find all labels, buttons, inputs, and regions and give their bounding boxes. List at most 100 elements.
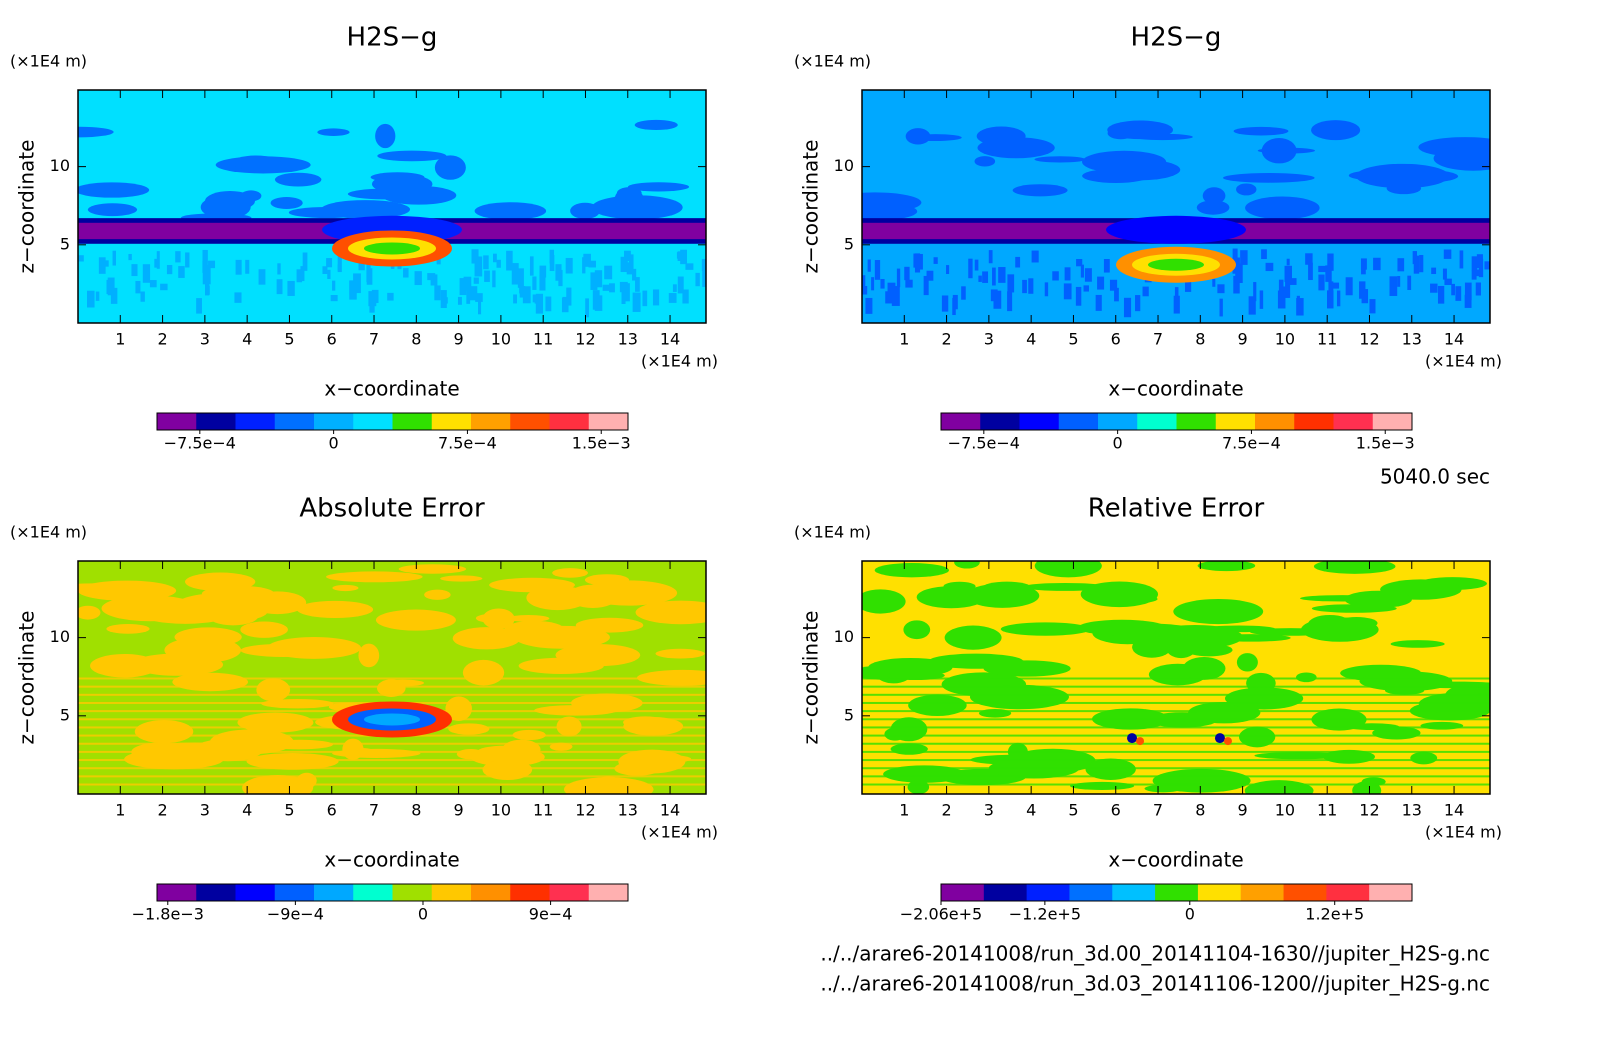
field-stripe <box>862 718 1490 721</box>
field-stripe <box>1430 283 1438 293</box>
field-stripe <box>1318 274 1325 291</box>
field-stripe <box>208 260 216 269</box>
colorbar-bin <box>588 413 629 430</box>
chart-title: H2S−g <box>1131 23 1222 53</box>
colorbar-bin <box>1137 413 1177 430</box>
x-tick-label: 8 <box>1195 330 1205 349</box>
field-patch <box>375 609 456 631</box>
field-stripe <box>998 267 1006 283</box>
x-tick-label: 10 <box>491 330 511 349</box>
x-tick-label: 10 <box>491 801 511 820</box>
field-patch <box>518 657 604 675</box>
field-stripe <box>862 742 1490 745</box>
field-stripe <box>1232 248 1238 261</box>
field-patch <box>909 134 962 142</box>
x-tick-label: 13 <box>618 330 638 349</box>
x-tick-label: 5 <box>1068 801 1078 820</box>
x-tick-label: 11 <box>1317 801 1337 820</box>
colorbar-tick-label: −2.06e+5 <box>900 905 982 924</box>
colorbar-frame <box>940 883 1413 902</box>
field-stripe <box>78 750 706 753</box>
field-patch <box>482 759 533 781</box>
field-stripe <box>926 270 934 281</box>
field-feature <box>1136 737 1145 746</box>
field-stripe <box>1444 278 1452 286</box>
field-stripe <box>904 266 910 281</box>
field-stripe <box>1475 282 1481 296</box>
field-stripe <box>620 256 628 273</box>
field-patch <box>1244 780 1314 794</box>
field-patch <box>974 156 996 167</box>
colorbar-bin <box>1019 413 1060 430</box>
colorbar-bin <box>510 413 550 430</box>
y-tick-label: 10 <box>50 627 70 646</box>
colorbar-bin <box>941 884 985 901</box>
field-patch <box>78 583 146 590</box>
colorbar-bin <box>983 884 1028 901</box>
x-tick-label: 14 <box>660 330 680 349</box>
field-patch <box>1359 671 1453 692</box>
field-stripe <box>1083 285 1089 292</box>
field-patch <box>1034 561 1102 578</box>
colorbar-tick-label: −9e−4 <box>267 905 324 924</box>
field-stripe <box>511 269 519 285</box>
field-stripe <box>1261 249 1267 260</box>
colorbar-bin <box>196 413 236 430</box>
field-stripe <box>277 263 281 275</box>
x-tick-label: 6 <box>1111 330 1121 349</box>
colorbar-frame <box>156 412 629 431</box>
x-axis-label: x−coordinate <box>1108 377 1243 401</box>
field-patch <box>1144 784 1182 793</box>
field-stripe <box>302 252 308 271</box>
contour-field <box>78 561 706 794</box>
field-patch <box>448 723 490 735</box>
colorbar-frame <box>940 412 1413 431</box>
field-stripe <box>513 294 517 304</box>
plot-frame <box>77 89 707 324</box>
field-stripe <box>862 759 1490 762</box>
field-patch <box>375 123 396 149</box>
field-stripe <box>677 276 684 294</box>
field-stripe <box>178 266 185 278</box>
x-tick-label: 2 <box>157 801 167 820</box>
field-stripe <box>862 701 1490 704</box>
x-tick-label: 12 <box>575 330 595 349</box>
field-stripe <box>1007 291 1013 312</box>
x-tick-label: 7 <box>369 801 379 820</box>
colorbar-bin <box>1176 413 1217 430</box>
field-stripe <box>1389 276 1398 296</box>
field-stripe <box>1327 253 1334 271</box>
field-patch <box>1261 138 1297 164</box>
field-stripe <box>982 271 989 283</box>
colorbar-tick-label: −7.5e−4 <box>164 434 236 453</box>
colorbar-bin <box>353 413 393 430</box>
field-stripe <box>532 294 536 303</box>
field-patch <box>237 712 314 733</box>
y-unit: (×1E4 m) <box>794 52 871 71</box>
x-tick-label: 5 <box>284 330 294 349</box>
field-stripe <box>1296 295 1300 314</box>
field-stripe <box>549 255 555 272</box>
field-stripe <box>905 279 913 288</box>
field-stripe <box>202 260 208 273</box>
field-stripe <box>862 750 1490 753</box>
field-stripe <box>891 286 900 306</box>
field-patch <box>482 608 515 630</box>
field-stripe <box>1437 285 1445 304</box>
field-patch <box>591 195 683 220</box>
y-axis-label: z−coordinate <box>15 140 39 274</box>
contour-field <box>862 561 1490 794</box>
field-stripe <box>1336 290 1341 307</box>
field-stripe <box>1080 264 1084 278</box>
x-tick-label: 13 <box>1402 801 1422 820</box>
field-stripe <box>635 277 640 292</box>
field-stripe <box>885 291 893 304</box>
field-patch <box>246 753 339 770</box>
field-stripe <box>1212 278 1216 287</box>
colorbar-tick-label: 7.5e−4 <box>438 434 497 453</box>
colorbar-bin <box>431 413 472 430</box>
field-patch <box>1236 183 1257 196</box>
field-stripe <box>326 258 333 268</box>
